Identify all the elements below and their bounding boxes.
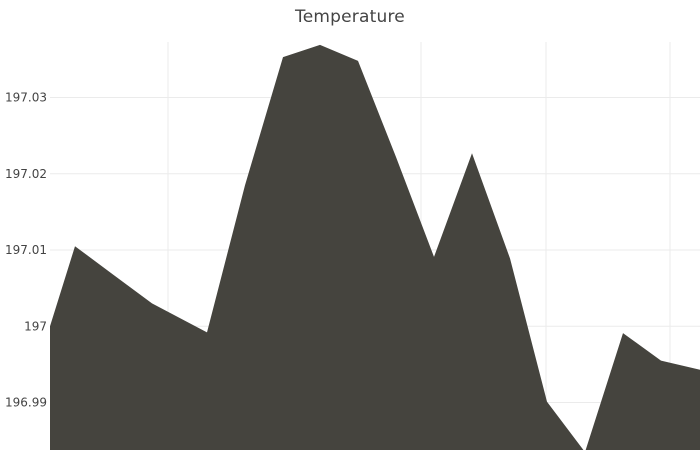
data-point[interactable] <box>394 155 398 159</box>
y-tick-label: 197 <box>24 319 47 333</box>
y-tick-labels: 196.99 197 197.01 197.02 197.03 <box>5 91 47 410</box>
area-layer <box>48 43 700 450</box>
data-point[interactable] <box>659 359 663 363</box>
data-point[interactable] <box>205 330 209 334</box>
y-tick-label: 197.01 <box>5 243 47 257</box>
y-tick-label: 197.02 <box>5 167 47 181</box>
data-point[interactable] <box>545 400 549 404</box>
data-point[interactable] <box>470 151 474 155</box>
y-tick-label: 196.99 <box>5 396 47 410</box>
data-point[interactable] <box>318 43 322 47</box>
data-point[interactable] <box>281 55 285 59</box>
data-point[interactable] <box>48 324 52 328</box>
data-point[interactable] <box>356 59 360 63</box>
data-point[interactable] <box>150 301 154 305</box>
data-point[interactable] <box>243 183 247 187</box>
temperature-area <box>50 44 700 450</box>
data-point[interactable] <box>432 255 436 259</box>
data-point[interactable] <box>73 244 77 248</box>
data-point[interactable] <box>621 331 625 335</box>
chart-title: Temperature <box>295 7 405 27</box>
data-point[interactable] <box>112 273 116 277</box>
data-point[interactable] <box>508 256 512 260</box>
y-tick-label: 197.03 <box>5 91 47 105</box>
